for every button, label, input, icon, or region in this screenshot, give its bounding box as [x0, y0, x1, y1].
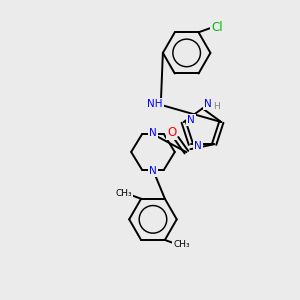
Text: N: N: [149, 128, 157, 138]
Text: N: N: [194, 141, 202, 151]
Text: NH: NH: [147, 99, 163, 110]
Text: N: N: [149, 166, 157, 176]
Text: H: H: [213, 102, 220, 111]
Text: N: N: [187, 115, 194, 125]
Text: CH₃: CH₃: [173, 240, 190, 249]
Text: Cl: Cl: [212, 21, 223, 34]
Text: N: N: [204, 99, 211, 110]
Text: CH₃: CH₃: [116, 189, 133, 198]
Text: O: O: [167, 126, 176, 139]
